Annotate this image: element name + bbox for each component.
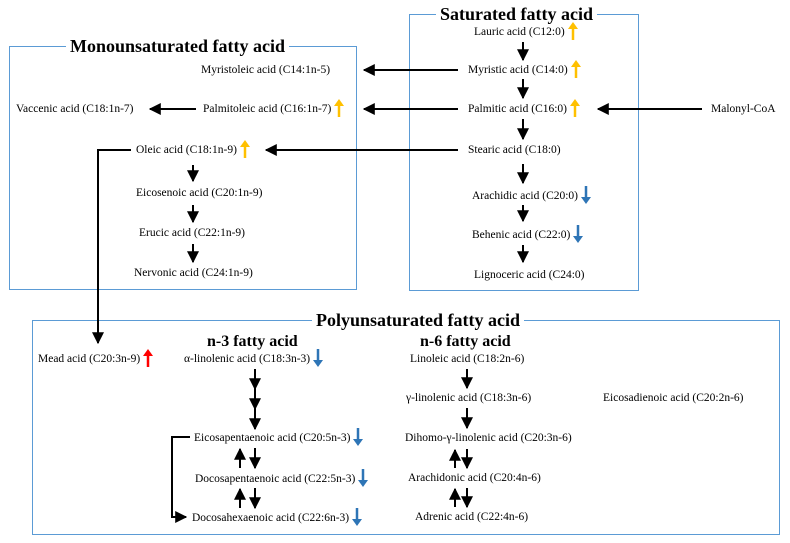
down-arrow-icon xyxy=(352,508,362,526)
node-label: α-linolenic acid (C18:3n-3) xyxy=(184,353,311,365)
node-vaccenic-acid: Vaccenic acid (C18:1n-7) xyxy=(16,102,134,116)
node-label: Docosapentaenoic acid (C22:5n-3) xyxy=(195,473,356,485)
node-erucic-acid: Erucic acid (C22:1n-9) xyxy=(139,226,245,240)
node-label: γ-linolenic acid (C18:3n-6) xyxy=(406,392,532,404)
arrow-epa-dha-bypass xyxy=(171,436,190,523)
node-lauric-acid: Lauric acid (C12:0) xyxy=(474,22,578,40)
node-label: Oleic acid (C18:1n-9) xyxy=(136,144,237,156)
node-eicosenoic-acid: Eicosenoic acid (C20:1n-9) xyxy=(136,186,262,200)
saturated-box-title: Saturated fatty acid xyxy=(436,4,597,24)
node-label: Nervonic acid (C24:1n-9) xyxy=(134,267,253,279)
up-arrow-icon xyxy=(571,60,581,78)
node-label: Mead acid (C20:3n-9) xyxy=(38,353,141,365)
node-label: Dihomo-γ-linolenic acid (C20:3n-6) xyxy=(405,432,572,444)
node-label: Eicosapentaenoic acid (C20:5n-3) xyxy=(194,432,351,444)
node-label: Palmitoleic acid (C16:1n-7) xyxy=(203,103,332,115)
node-palmitoleic-acid: Palmitoleic acid (C16:1n-7) xyxy=(203,99,344,117)
node-stearic-acid: Stearic acid (C18:0) xyxy=(468,143,561,157)
node-label: Linoleic acid (C18:2n-6) xyxy=(410,353,525,365)
polyunsaturated-box-title: Polyunsaturated fatty acid xyxy=(312,310,524,330)
node-label: Vaccenic acid (C18:1n-7) xyxy=(16,103,134,115)
node-arachidonic-acid: Arachidonic acid (C20:4n-6) xyxy=(408,471,541,485)
node-docosahexaenoic-acid: Docosahexaenoic acid (C22:6n-3) xyxy=(192,508,362,526)
node-eicosadienoic-acid: Eicosadienoic acid (C20:2n-6) xyxy=(603,391,744,405)
node-docosapentaenoic-acid: Docosapentaenoic acid (C22:5n-3) xyxy=(195,469,368,487)
node-myristoleic-acid: Myristoleic acid (C14:1n-5) xyxy=(201,63,330,77)
node-dihomo-gamma-linolenic-acid: Dihomo-γ-linolenic acid (C20:3n-6) xyxy=(405,431,572,445)
node-label: Stearic acid (C18:0) xyxy=(468,144,561,156)
up-arrow-icon xyxy=(570,99,580,117)
node-nervonic-acid: Nervonic acid (C24:1n-9) xyxy=(134,266,253,280)
node-label: Adrenic acid (C22:4n-6) xyxy=(415,511,529,523)
n3-fatty-acid-title: n-3 fatty acid xyxy=(207,333,298,350)
node-mead-acid: Mead acid (C20:3n-9) xyxy=(38,349,153,367)
node-label: Myristoleic acid (C14:1n-5) xyxy=(201,64,331,76)
node-label: Lauric acid (C12:0) xyxy=(474,26,565,38)
node-arachidic-acid: Arachidic acid (C20:0) xyxy=(472,186,591,204)
node-label: Eicosenoic acid (C20:1n-9) xyxy=(136,187,263,199)
monounsaturated-box-title: Monounsaturated fatty acid xyxy=(66,36,289,56)
node-label: Erucic acid (C22:1n-9) xyxy=(139,227,246,239)
node-label: Eicosadienoic acid (C20:2n-6) xyxy=(603,392,744,404)
node-oleic-acid: Oleic acid (C18:1n-9) xyxy=(136,140,250,158)
node-label: Behenic acid (C22:0) xyxy=(472,229,571,241)
node-lignoceric-acid: Lignoceric acid (C24:0) xyxy=(474,268,585,282)
up-arrow-icon xyxy=(143,349,153,367)
down-arrow-icon xyxy=(358,469,368,487)
node-adrenic-acid: Adrenic acid (C22:4n-6) xyxy=(415,510,528,524)
down-arrow-icon xyxy=(353,428,363,446)
node-label: Arachidonic acid (C20:4n-6) xyxy=(408,472,541,484)
n6-fatty-acid-title: n-6 fatty acid xyxy=(420,333,511,350)
node-behenic-acid: Behenic acid (C22:0) xyxy=(472,225,583,243)
arrow-oleic-mead xyxy=(92,149,131,345)
node-label: Arachidic acid (C20:0) xyxy=(472,190,579,202)
up-arrow-icon xyxy=(240,140,250,158)
down-arrow-icon xyxy=(581,186,591,204)
up-arrow-icon xyxy=(568,22,578,40)
down-arrow-icon xyxy=(573,225,583,243)
node-label: Lignoceric acid (C24:0) xyxy=(474,269,585,281)
node-linoleic-acid: Linoleic acid (C18:2n-6) xyxy=(410,352,524,366)
node-alpha-linolenic-acid: α-linolenic acid (C18:3n-3) xyxy=(184,349,323,367)
up-arrow-icon xyxy=(334,99,344,117)
node-palmitic-acid: Palmitic acid (C16:0) xyxy=(468,99,580,117)
node-myristic-acid: Myristic acid (C14:0) xyxy=(468,60,581,78)
down-arrow-icon xyxy=(313,349,323,367)
node-label: Malonyl-CoA xyxy=(711,103,776,115)
node-malonyl-coa: Malonyl-CoA xyxy=(711,102,776,116)
node-eicosapentaenoic-acid: Eicosapentaenoic acid (C20:5n-3) xyxy=(194,428,363,446)
node-gamma-linolenic-acid: γ-linolenic acid (C18:3n-6) xyxy=(406,391,531,405)
node-label: Myristic acid (C14:0) xyxy=(468,64,568,76)
node-label: Docosahexaenoic acid (C22:6n-3) xyxy=(192,512,350,524)
node-label: Palmitic acid (C16:0) xyxy=(468,103,568,115)
